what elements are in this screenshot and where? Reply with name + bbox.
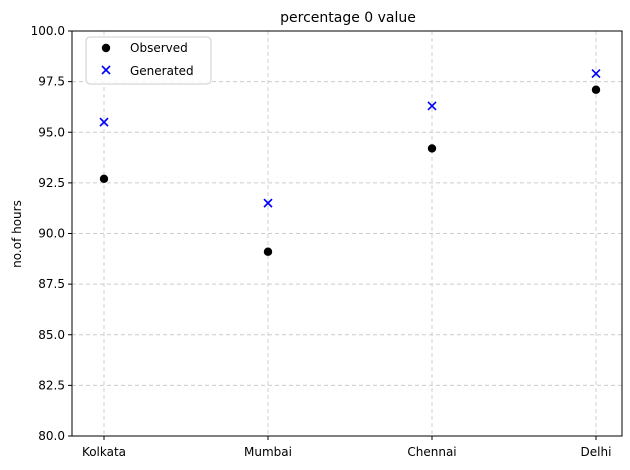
y-axis-label: no.of hours	[10, 200, 24, 268]
legend-generated-label: Generated	[130, 64, 194, 78]
y-tick-label: 90.0	[38, 227, 65, 241]
y-tick-label: 97.5	[38, 75, 65, 89]
chart-title: percentage 0 value	[280, 10, 416, 26]
y-tick-label: 100.0	[31, 24, 65, 38]
legend-box	[85, 36, 212, 85]
y-tick-label: 80.0	[38, 429, 65, 443]
observed-point	[99, 174, 109, 184]
x-tick-label: Chennai	[407, 445, 456, 459]
x-tick-label: Kolkata	[82, 445, 126, 459]
generated-point	[427, 101, 437, 111]
generated-point	[99, 117, 109, 127]
x-tick-label: Mumbai	[244, 445, 292, 459]
grid	[72, 30, 622, 437]
observed-point	[591, 85, 601, 94]
y-tick-label: 92.5	[38, 176, 65, 190]
legend-observed-label: Observed	[130, 41, 188, 55]
legend: Observed Generated	[85, 36, 212, 85]
legend-generated-icon	[101, 65, 111, 75]
y-tick-label: 85.0	[38, 328, 65, 342]
observed-point	[427, 144, 437, 153]
observed-point	[263, 247, 273, 256]
y-tick-label: 95.0	[38, 125, 65, 139]
y-tick-label: 87.5	[38, 277, 65, 291]
legend-observed-icon	[101, 43, 111, 53]
x-tick-label: Delhi	[581, 445, 612, 459]
axis-ticks: 80.0 82.5 85.0 87.5 90.0 92.5 95.0 97.5 100.0 Kol…	[31, 24, 612, 459]
y-tick-label: 82.5	[38, 378, 65, 392]
data-marks	[99, 68, 601, 256]
generated-point	[591, 68, 601, 79]
generated-point	[263, 198, 273, 208]
